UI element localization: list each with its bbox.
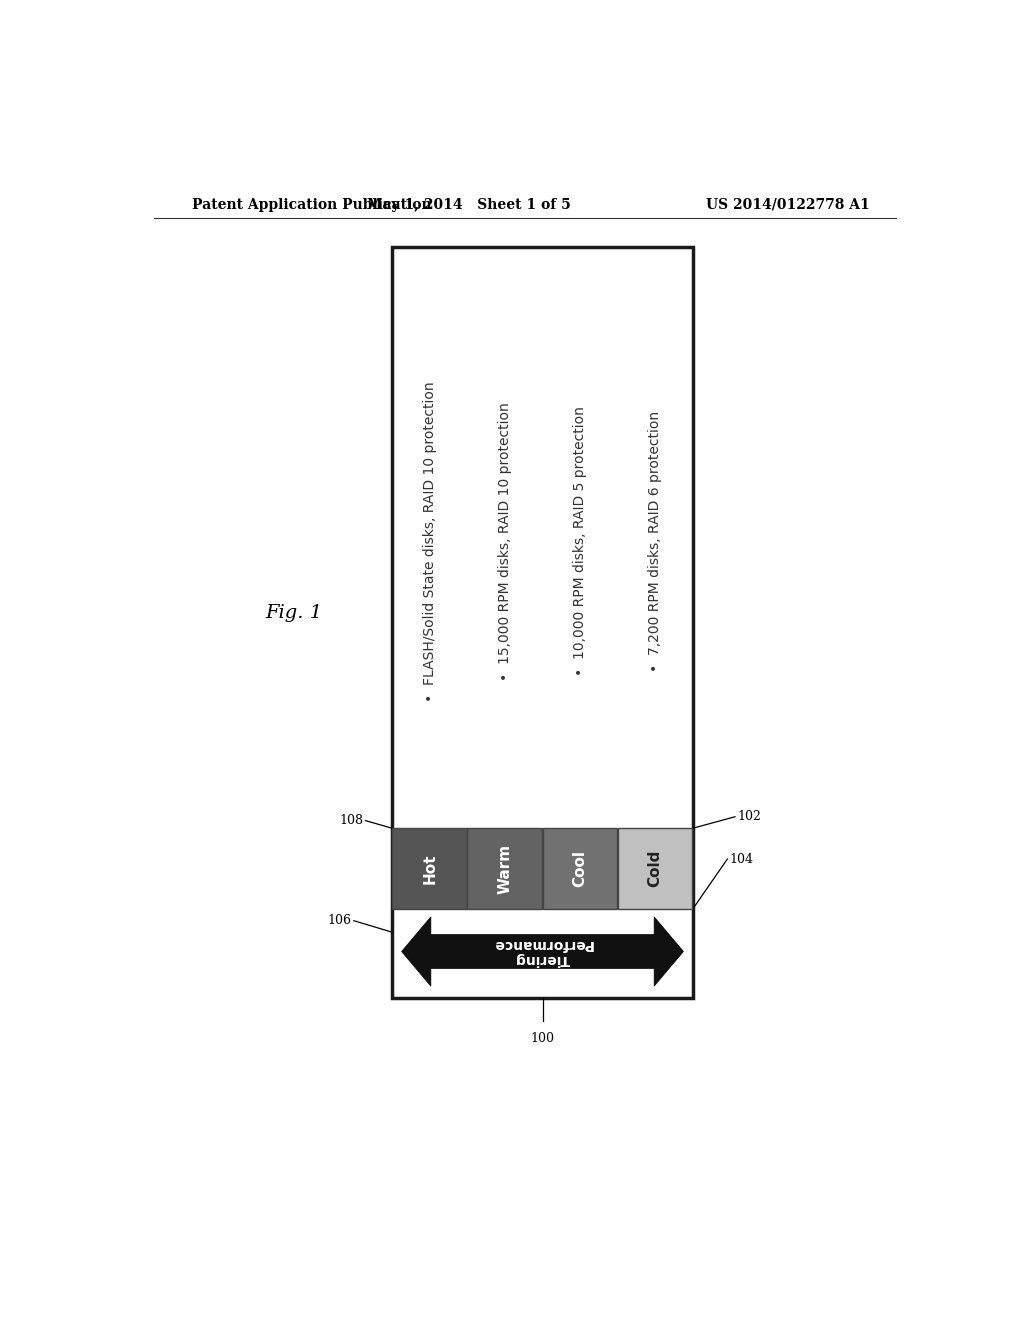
Bar xyxy=(392,829,467,909)
Text: 106: 106 xyxy=(328,915,351,927)
Text: 102: 102 xyxy=(737,810,761,824)
Text: Cold: Cold xyxy=(647,850,663,887)
Text: Cool: Cool xyxy=(572,850,588,887)
Polygon shape xyxy=(401,917,683,986)
Bar xyxy=(392,247,692,998)
Text: Hot: Hot xyxy=(422,854,437,884)
Text: US 2014/0122778 A1: US 2014/0122778 A1 xyxy=(706,198,869,211)
Bar xyxy=(543,829,616,909)
Text: 108: 108 xyxy=(339,814,364,828)
Bar xyxy=(617,829,692,909)
Text: Patent Application Publication: Patent Application Publication xyxy=(193,198,432,211)
Text: Tiering: Tiering xyxy=(515,952,570,966)
Bar xyxy=(467,829,542,909)
Text: May 1, 2014   Sheet 1 of 5: May 1, 2014 Sheet 1 of 5 xyxy=(368,198,571,211)
Text: Fig. 1: Fig. 1 xyxy=(265,603,323,622)
Text: •  15,000 RPM disks, RAID 10 protection: • 15,000 RPM disks, RAID 10 protection xyxy=(498,403,512,681)
Text: Performance: Performance xyxy=(493,937,593,950)
Text: •  10,000 RPM disks, RAID 5 protection: • 10,000 RPM disks, RAID 5 protection xyxy=(573,407,587,676)
Text: Warm: Warm xyxy=(498,843,512,894)
Text: 100: 100 xyxy=(530,1032,555,1045)
Text: •  FLASH/Solid State disks, RAID 10 protection: • FLASH/Solid State disks, RAID 10 prote… xyxy=(423,381,437,702)
Text: •  7,200 RPM disks, RAID 6 protection: • 7,200 RPM disks, RAID 6 protection xyxy=(648,411,663,672)
Text: 104: 104 xyxy=(730,853,754,866)
